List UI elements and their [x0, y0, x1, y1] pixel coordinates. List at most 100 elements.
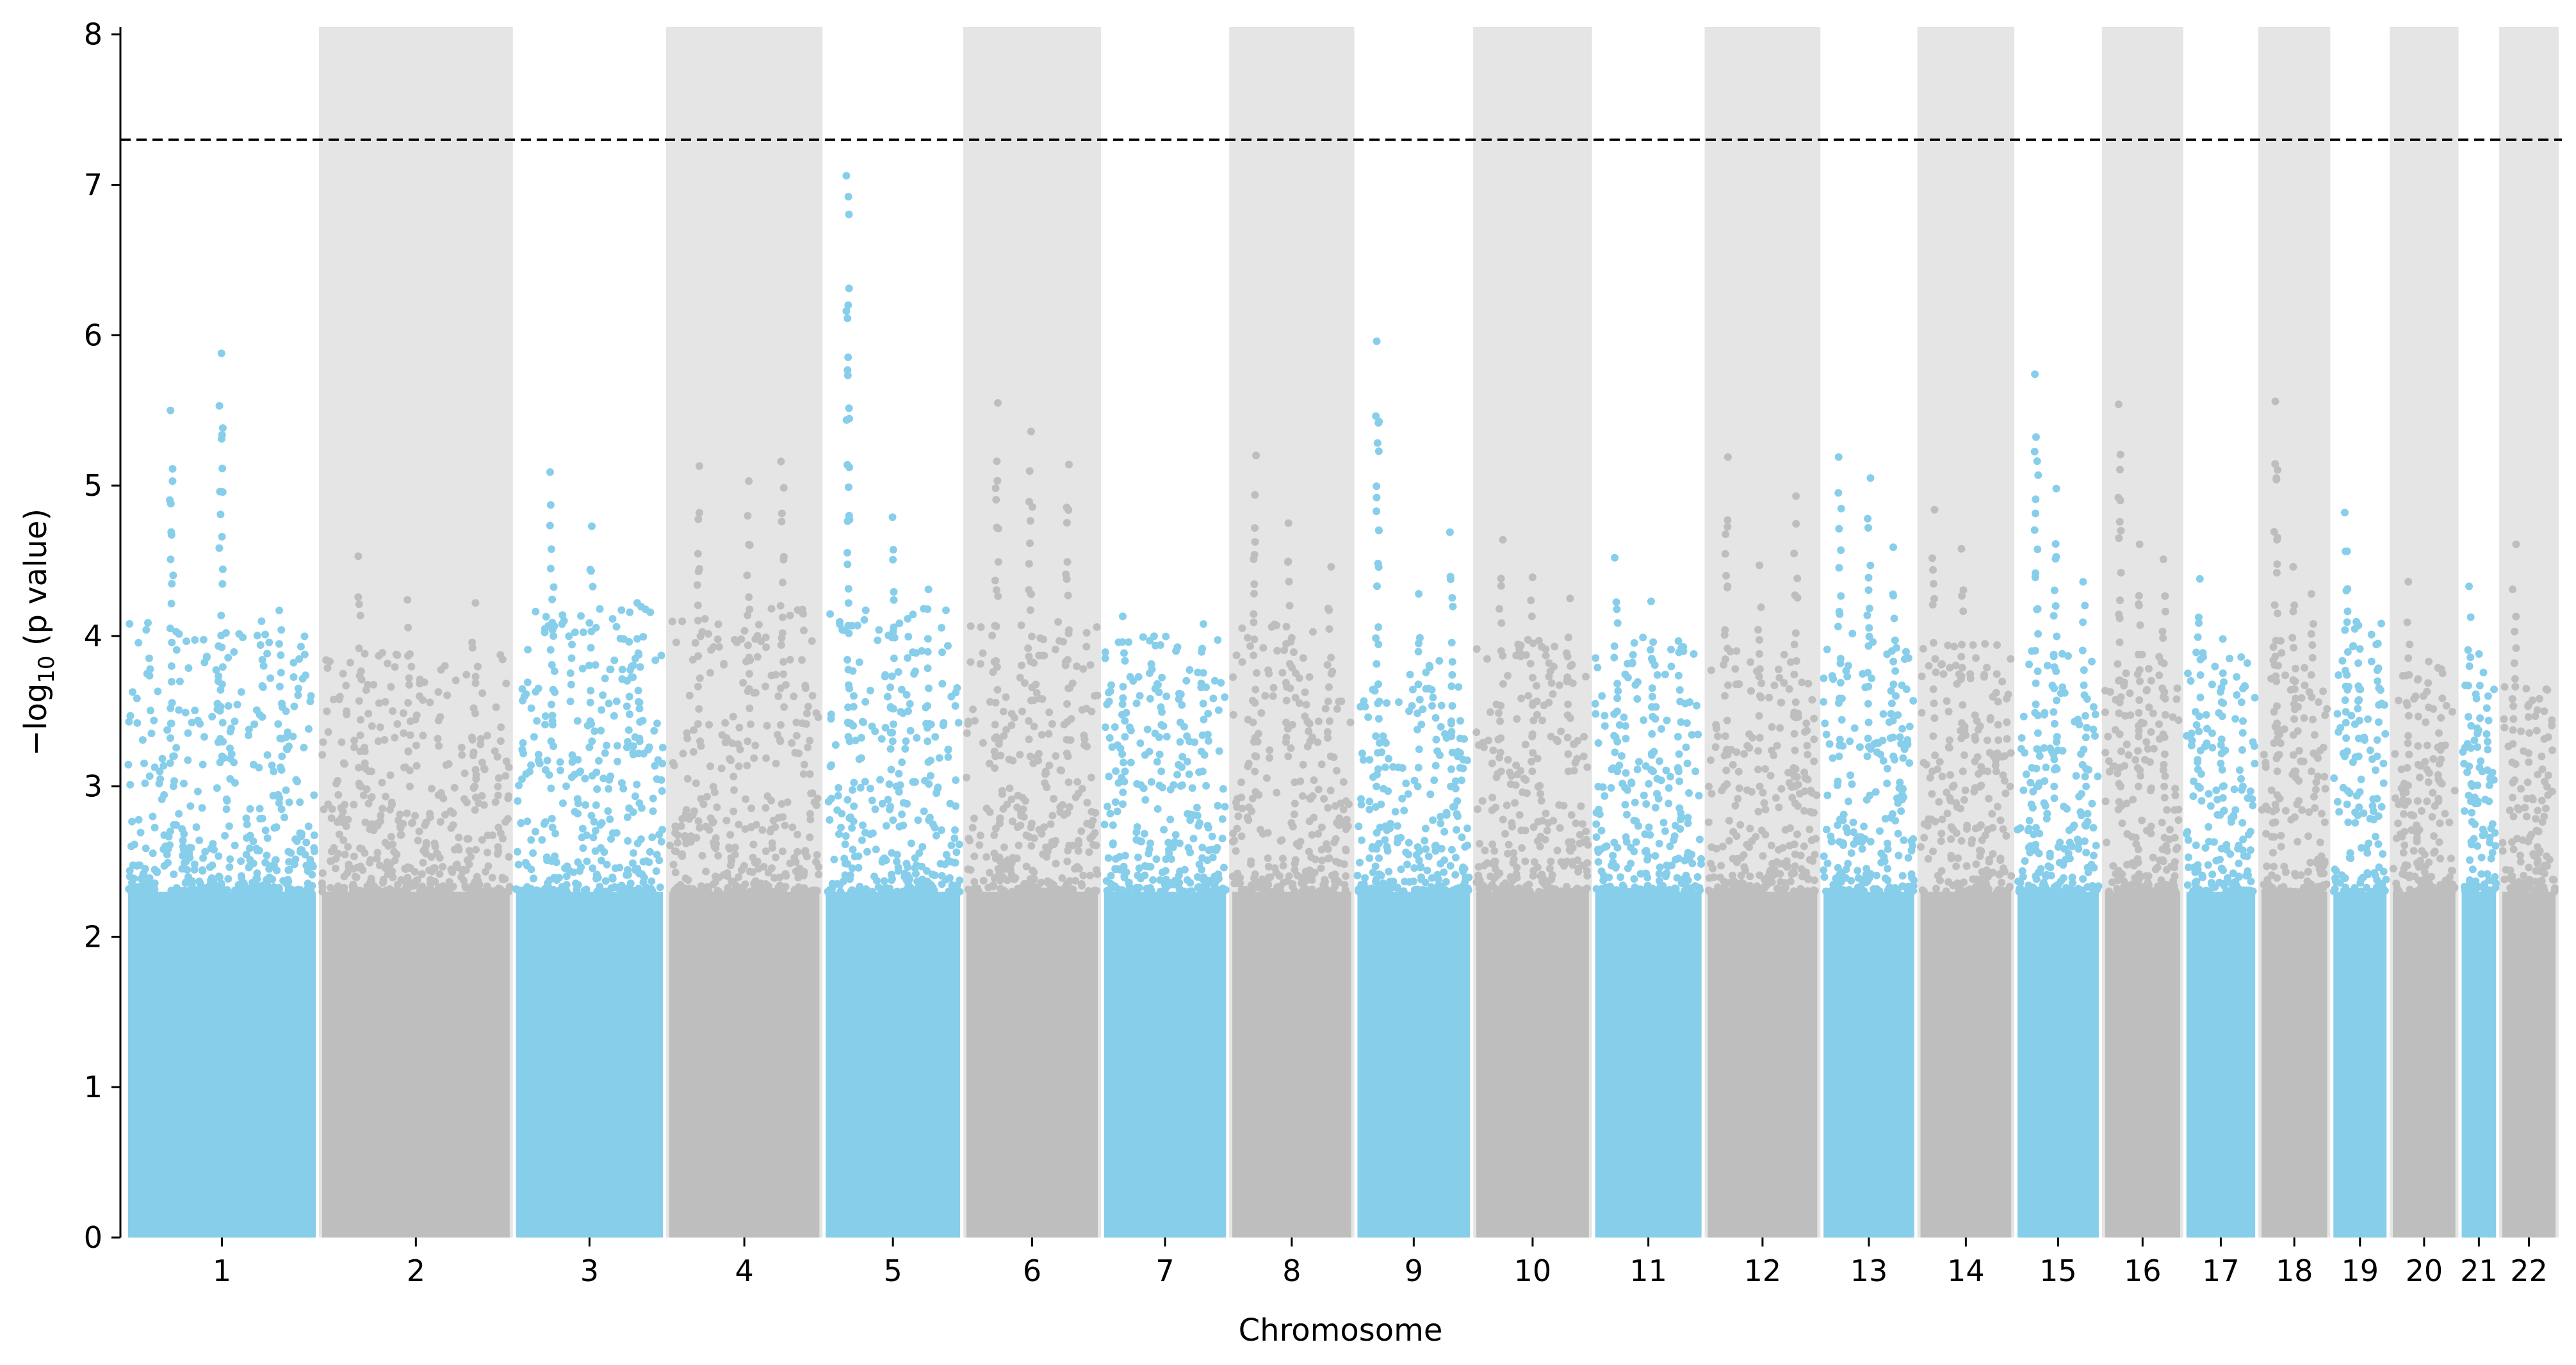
data-point [1954, 854, 1962, 862]
data-point [188, 877, 196, 885]
data-point [1237, 832, 1246, 840]
data-point [2035, 752, 2044, 760]
data-point [1745, 730, 1754, 739]
data-point [1846, 737, 1854, 746]
data-point [1517, 826, 1526, 835]
peak-point [1864, 586, 1873, 594]
data-point [1339, 805, 1348, 813]
data-point [1855, 743, 1864, 751]
data-point [887, 765, 895, 774]
data-point [1904, 854, 1912, 862]
data-point [975, 841, 984, 849]
peak-point [1649, 638, 1658, 646]
peak-point [1929, 566, 1937, 574]
peak-point [2136, 677, 2144, 685]
peak-point [589, 582, 597, 591]
peak-point [777, 457, 785, 466]
data-point [399, 820, 407, 828]
data-point [186, 802, 195, 810]
data-point [494, 774, 503, 782]
data-point [374, 737, 382, 746]
data-point [577, 612, 585, 620]
peak-point [845, 404, 853, 413]
data-point [721, 719, 730, 727]
data-point [591, 826, 599, 835]
data-point [1981, 640, 1989, 648]
peak-point [888, 513, 897, 521]
data-point [196, 879, 204, 888]
chromosome-points-body-11 [1595, 892, 1702, 1238]
data-point [300, 632, 309, 641]
peak-point [2115, 638, 2124, 646]
data-point [541, 721, 549, 729]
data-point [1803, 726, 1811, 735]
peak-point [845, 210, 853, 218]
data-point [2056, 838, 2064, 847]
data-point [2059, 874, 2067, 882]
data-point [1068, 842, 1077, 849]
data-point [1437, 723, 1445, 731]
data-point [1571, 758, 1579, 767]
data-point [430, 864, 439, 872]
data-point [1339, 778, 1348, 786]
peak-point [1563, 733, 1572, 742]
data-point [502, 680, 510, 688]
data-point [1528, 757, 1535, 765]
data-point [617, 606, 626, 614]
data-point [895, 619, 904, 628]
data-point [224, 653, 232, 662]
data-point [1491, 857, 1499, 865]
data-point [1707, 666, 1715, 674]
data-point [1382, 822, 1389, 830]
data-point [834, 792, 842, 800]
data-point [2021, 857, 2029, 865]
peak-point [2050, 765, 2058, 774]
peak-point [1724, 516, 1732, 524]
peak-point [1959, 607, 1968, 616]
data-point [850, 692, 858, 700]
data-point [2080, 837, 2089, 846]
data-point [1324, 804, 1332, 812]
peak-point [355, 697, 363, 705]
peak-point [694, 601, 702, 610]
data-point [794, 830, 802, 838]
data-point [1544, 878, 1552, 886]
data-point [361, 818, 370, 826]
data-point [754, 621, 763, 629]
data-point [631, 792, 639, 801]
data-point [242, 887, 250, 895]
data-point [1171, 876, 1179, 885]
peak-point [1674, 733, 1682, 741]
data-point [2014, 878, 2022, 885]
data-point [530, 733, 538, 741]
data-point [1149, 876, 1157, 884]
data-point [1777, 887, 1785, 895]
peak-point [993, 734, 1001, 742]
data-point [256, 805, 264, 813]
data-point [1139, 633, 1147, 641]
data-point [979, 739, 987, 747]
data-point [715, 642, 723, 651]
data-point [1519, 788, 1527, 796]
data-point [1854, 874, 1863, 882]
data-point [256, 641, 265, 649]
data-point [1725, 837, 1733, 845]
data-point [1667, 646, 1675, 654]
data-point [1908, 874, 1916, 882]
data-point [999, 707, 1007, 715]
peak-point [1027, 696, 1035, 705]
data-point [1088, 707, 1096, 715]
peak-point [993, 477, 1002, 485]
data-point [1208, 832, 1216, 840]
data-point [1918, 672, 1926, 680]
data-point [310, 791, 318, 799]
data-point [1474, 871, 1483, 879]
data-point [1503, 801, 1511, 810]
data-point [1899, 754, 1907, 762]
data-point [1839, 839, 1847, 847]
data-point [1607, 784, 1615, 792]
data-point [1639, 633, 1647, 642]
data-point [1797, 865, 1806, 873]
data-point [361, 650, 369, 658]
data-point [300, 650, 309, 658]
